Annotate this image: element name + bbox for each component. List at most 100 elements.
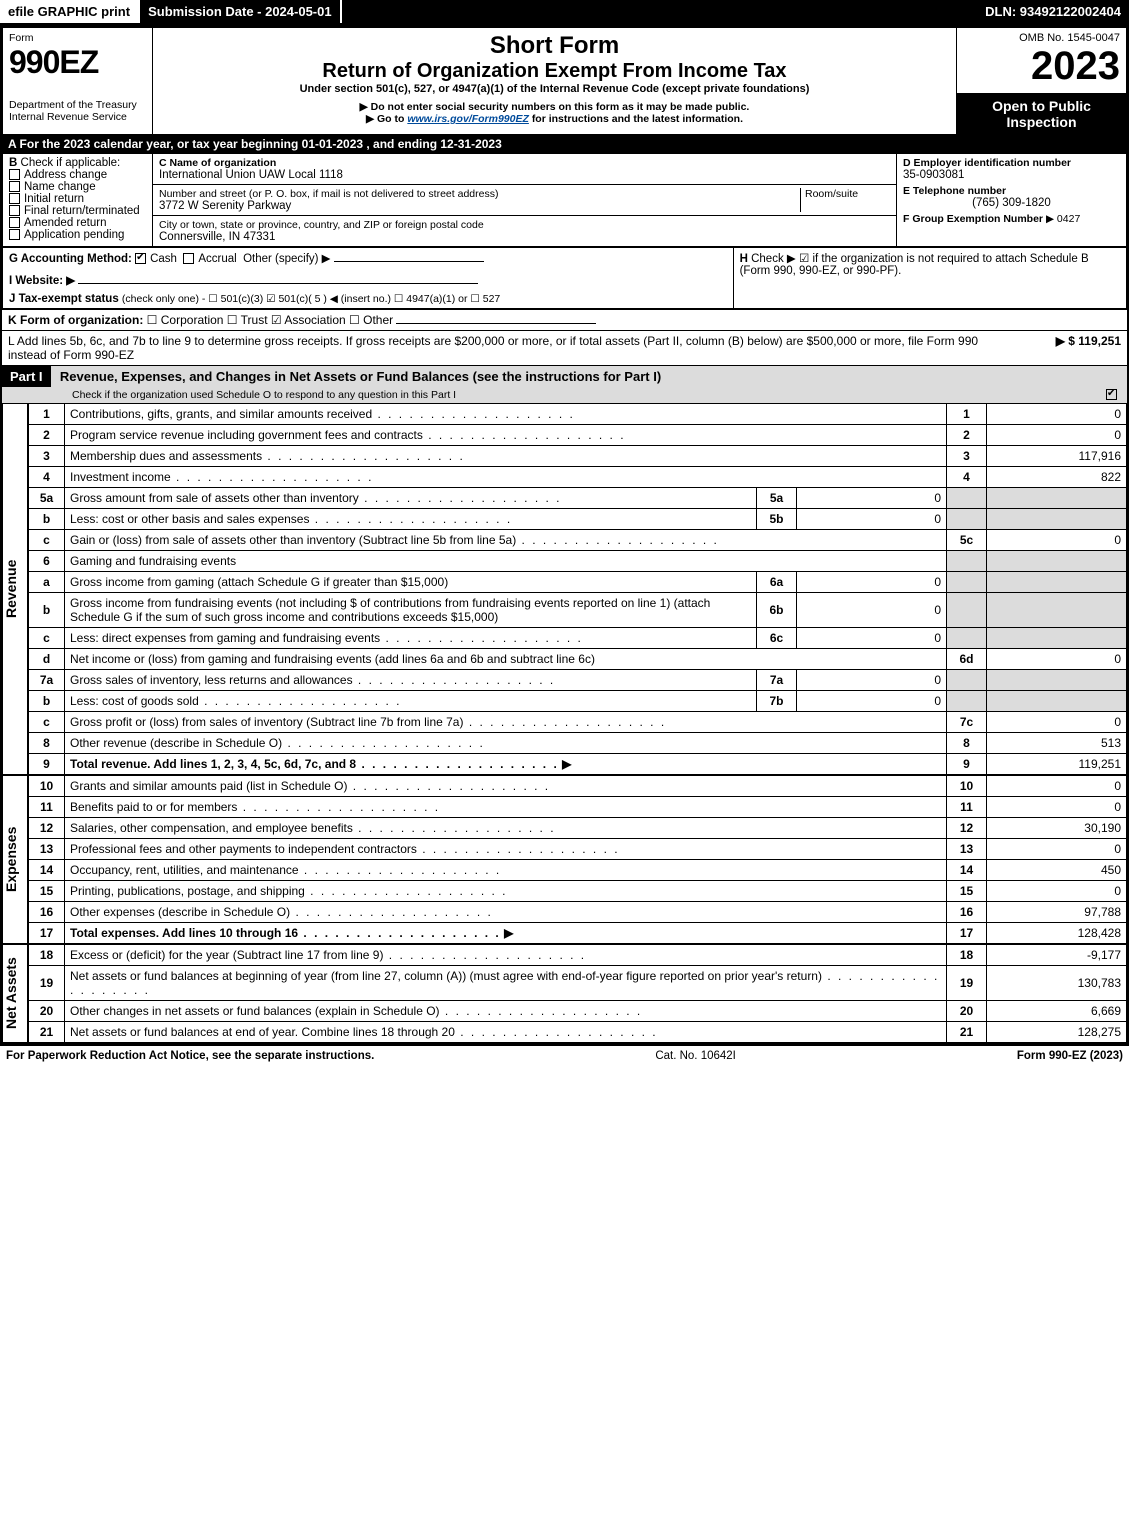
side-revenue: Revenue [2,403,28,775]
defh-cell: D Employer identification number 35-0903… [897,154,1127,247]
form-word: Form [9,32,146,44]
goto-prefix: ▶ Go to [366,113,407,125]
street-label: Number and street (or P. O. box, if mail… [159,188,800,200]
ssn-warning: ▶ Do not enter social security numbers o… [159,101,950,113]
line-8: 8Other revenue (describe in Schedule O)8… [29,733,1127,754]
line-20: 20Other changes in net assets or fund ba… [29,1001,1127,1022]
line-9: 9Total revenue. Add lines 1, 2, 3, 4, 5c… [29,754,1127,775]
cash-label: Cash [150,253,177,265]
check-final-return[interactable] [9,205,20,216]
section-b: B Check if applicable: Address change Na… [3,154,153,247]
section-g: G Accounting Method: Cash Accrual Other … [3,248,734,309]
part1-title: Revenue, Expenses, and Changes in Net As… [54,366,667,387]
part1-check[interactable] [1106,389,1117,400]
org-name: International Union UAW Local 1118 [159,169,890,181]
side-expenses: Expenses [2,775,28,944]
accrual-label: Accrual [198,253,236,265]
header-table: Form 990EZ Department of the Treasury In… [2,27,1127,135]
l-text: L Add lines 5b, 6c, and 7b to line 9 to … [8,334,1001,362]
e-label: E Telephone number [903,185,1120,197]
line-15: 15Printing, publications, postage, and s… [29,881,1127,902]
city-label: City or town, state or province, country… [159,219,890,231]
h-label: H [740,253,748,265]
line-7a: 7aGross sales of inventory, less returns… [29,670,1127,691]
line-17: 17Total expenses. Add lines 10 through 1… [29,923,1127,944]
netassets-block: Net Assets 18Excess or (deficit) for the… [2,944,1127,1043]
check-amended-return[interactable] [9,217,20,228]
city-cell: City or town, state or province, country… [153,216,897,247]
line-2: 2Program service revenue including gover… [29,425,1127,446]
efile-label: efile GRAPHIC print [0,0,140,23]
footer-left: For Paperwork Reduction Act Notice, see … [6,1050,374,1062]
return-title: Return of Organization Exempt From Incom… [159,60,950,83]
b-check-if: Check if applicable: [21,157,121,169]
line-21: 21Net assets or fund balances at end of … [29,1022,1127,1043]
irs-link[interactable]: www.irs.gov/Form990EZ [407,113,529,125]
g-label: G Accounting Method: [9,253,132,265]
check-address-change[interactable] [9,169,20,180]
irs-label: Internal Revenue Service [9,111,146,123]
check-name-change[interactable] [9,181,20,192]
line-19: 19Net assets or fund balances at beginni… [29,966,1127,1001]
footer-cat: Cat. No. 10642I [655,1050,736,1062]
check-cash[interactable] [135,253,146,264]
section-l: L Add lines 5b, 6c, and 7b to line 9 to … [2,330,1127,365]
open-public: Open to Public Inspection [957,94,1127,135]
line-14: 14Occupancy, rent, utilities, and mainte… [29,860,1127,881]
org-name-cell: C Name of organization International Uni… [153,154,897,185]
check-initial-return[interactable] [9,193,20,204]
section-j: J Tax-exempt status (check only one) - ☐… [9,293,727,305]
line-16: 16Other expenses (describe in Schedule O… [29,902,1127,923]
street-cell: Number and street (or P. O. box, if mail… [153,185,897,216]
check-accrual[interactable] [183,253,194,264]
top-bar: efile GRAPHIC print Submission Date - 20… [0,0,1129,25]
phone: (765) 309-1820 [903,197,1120,209]
line-5c: cGain or (loss) from sale of assets othe… [29,530,1127,551]
line-13: 13Professional fees and other payments t… [29,839,1127,860]
side-netassets: Net Assets [2,944,28,1043]
k-label: K Form of organization: [8,313,143,327]
line-7c: cGross profit or (loss) from sales of in… [29,712,1127,733]
footer: For Paperwork Reduction Act Notice, see … [0,1045,1129,1066]
line-6c: cLess: direct expenses from gaming and f… [29,628,1127,649]
revenue-table: 1Contributions, gifts, grants, and simil… [28,403,1127,775]
line-5b: bLess: cost or other basis and sales exp… [29,509,1127,530]
chk-label-3: Final return/terminated [24,205,140,217]
omb-year-cell: OMB No. 1545-0047 2023 [957,28,1127,94]
chk-label-5: Application pending [24,229,124,241]
section-k: K Form of organization: ☐ Corporation ☐ … [2,309,1127,330]
j-label: J Tax-exempt status [9,293,119,305]
h-text: Check ▶ ☑ if the organization is not req… [740,253,1089,277]
f-label-text: F Group Exemption Number [903,213,1043,225]
line-3: 3Membership dues and assessments3117,916 [29,446,1127,467]
check-application-pending[interactable] [9,229,20,240]
line-4: 4Investment income4822 [29,467,1127,488]
org-info-table: B Check if applicable: Address change Na… [2,153,1127,247]
line-12: 12Salaries, other compensation, and empl… [29,818,1127,839]
under-section: Under section 501(c), 527, or 4947(a)(1)… [159,83,950,95]
dept-label: Department of the Treasury [9,99,146,111]
other-label: Other (specify) ▶ [243,253,330,265]
line-1: 1Contributions, gifts, grants, and simil… [29,404,1127,425]
chk-label-4: Amended return [24,217,106,229]
goto-line: ▶ Go to www.irs.gov/Form990EZ for instru… [159,113,950,125]
chk-label-0: Address change [24,169,107,181]
short-form: Short Form [159,32,950,60]
room-label: Room/suite [805,188,890,200]
part1-label: Part I [2,366,51,387]
revenue-block: Revenue 1Contributions, gifts, grants, a… [2,403,1127,775]
submission-date: Submission Date - 2024-05-01 [140,0,342,23]
gh-table: G Accounting Method: Cash Accrual Other … [2,247,1127,309]
footer-right: Form 990-EZ (2023) [1017,1050,1123,1062]
form-container: Form 990EZ Department of the Treasury In… [0,25,1129,1045]
line-6b: bGross income from fundraising events (n… [29,593,1127,628]
j-opts: (check only one) - ☐ 501(c)(3) ☑ 501(c)(… [122,293,500,305]
f-label: F Group Exemption Number ▶ 0427 [903,213,1120,225]
l-amount: ▶ $ 119,251 [1001,334,1121,362]
section-h: H Check ▶ ☑ if the organization is not r… [733,248,1126,309]
line-6a: aGross income from gaming (attach Schedu… [29,572,1127,593]
goto-suffix: for instructions and the latest informat… [532,113,743,125]
tax-year: 2023 [963,44,1120,89]
i-label: I Website: ▶ [9,275,75,287]
line-6: 6Gaming and fundraising events [29,551,1127,572]
